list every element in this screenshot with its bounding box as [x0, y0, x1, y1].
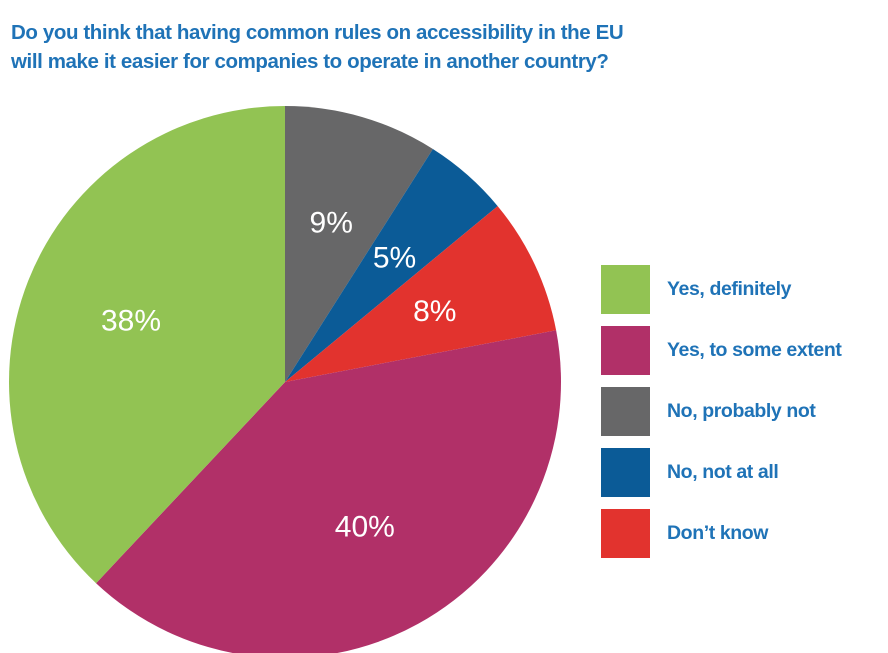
slice-label-no-probably-not: 9% — [310, 207, 353, 240]
chart-title-line-1: Do you think that having common rules on… — [11, 21, 624, 44]
legend-label-yes-definitely: Yes, definitely — [667, 278, 792, 300]
legend-swatch-no-not-at-all — [601, 448, 650, 497]
legend-item-no-not-at-all: No, not at all — [601, 448, 841, 497]
slice-label-yes-definitely: 38% — [101, 305, 161, 338]
pie-slice-don-t-know — [285, 206, 557, 382]
legend-label-don-t-know: Don’t know — [667, 522, 769, 544]
legend-label-no-not-at-all: No, not at all — [667, 461, 779, 483]
pie-slice-yes-to-some-extent — [96, 330, 561, 653]
legend-swatch-no-probably-not — [601, 387, 650, 436]
legend-swatch-yes-definitely — [601, 265, 650, 314]
pie-slice-no-not-at-all — [285, 148, 498, 382]
chart-title-line-2: will make it easier for companies to ope… — [11, 50, 609, 73]
slice-label-yes-to-some-extent: 40% — [335, 511, 395, 544]
legend-label-no-probably-not: No, probably not — [667, 400, 816, 422]
legend-item-don-t-know: Don’t know — [601, 509, 841, 558]
legend-swatch-yes-to-some-extent — [601, 326, 650, 375]
legend-item-yes-definitely: Yes, definitely — [601, 265, 841, 314]
legend-label-yes-to-some-extent: Yes, to some extent — [667, 339, 842, 361]
legend-item-no-probably-not: No, probably not — [601, 387, 841, 436]
pie-slice-yes-definitely — [8, 105, 286, 584]
legend-item-yes-to-some-extent: Yes, to some extent — [601, 326, 842, 375]
chart-title: Do you think that having common rules on… — [11, 18, 871, 76]
slice-label-don-t-know: 8% — [413, 295, 456, 328]
slice-label-no-not-at-all: 5% — [373, 241, 416, 274]
legend-swatch-don-t-know — [601, 509, 650, 558]
legend: Yes, definitely Yes, to some extent No, pr… — [601, 265, 842, 570]
pie-slice-no-probably-not — [285, 106, 433, 382]
